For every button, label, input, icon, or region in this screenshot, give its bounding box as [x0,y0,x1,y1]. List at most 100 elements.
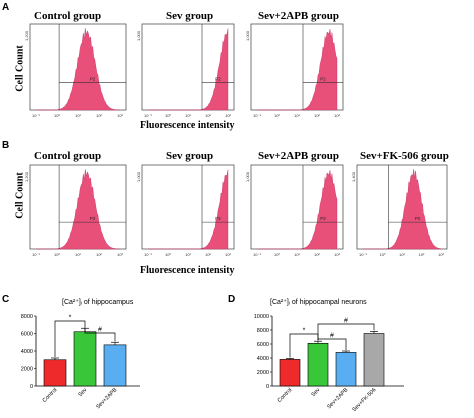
flow-b1-title: Control group [34,150,102,162]
chart-d-ytick-5: 10000 [254,314,269,320]
flow-b-histogram-0 [36,169,121,250]
bar-chart-d: 0 2000 4000 6000 8000 10000 Control Sev Sev+2APB… [254,314,404,413]
flow-a-histogram-2 [257,29,338,111]
flow-a-xtick-1-4: 10³ [225,113,231,118]
chart-d-ytick-2: 4000 [257,356,269,362]
flow-b-histogram-2 [257,170,338,250]
flow-b-xtick-3-4: 10³ [438,252,444,257]
chart-d-xtick-3: Sev+FK-506 [351,387,377,413]
flow-a1-title: Control group [34,10,102,22]
bar-chart-c: 0 2000 4000 6000 8000 Control Sev Sev+2APB * # [21,314,140,410]
panel-label-d: D [228,294,236,305]
flow-a-xtick-2-4: 10³ [334,113,340,118]
chart-c-ytick-2: 4000 [21,349,33,355]
flow-a-xtick-2-1: 10⁰ [274,113,280,118]
flow-b-xtick-0-0: 10⁻¹ [32,252,41,257]
flow-b-xtick-3-0: 10⁻¹ [359,252,368,257]
chart-d-xtick-2: Sev+2APB [326,387,349,410]
flow-b-xtick-3-1: 10⁰ [379,252,385,257]
flow-row-b-plots: 10⁻¹ 10⁰ 10¹ 10² 10³ 1,200 P2 10⁻¹ 10⁰ 10¹ 10² 10³ 1… [24,164,448,257]
flow-a-xtick-1-1: 10⁰ [165,113,171,118]
flow-a-ymax-2: 1,000 [245,30,250,41]
flow-b-ymax-1: 1,000 [136,171,141,182]
chart-c-bar-0 [43,359,67,387]
chart-d-ytick-4: 8000 [257,328,269,334]
flow-b-xtick-0-3: 10² [96,252,102,257]
flow-b-xtick-2-1: 10⁰ [274,252,280,257]
chart-d-sig-label-0: * [303,328,306,335]
chart-c-sig-label-0: * [69,315,72,322]
chart-c-bar-2 [103,344,127,387]
flow-b-xtick-2-3: 10² [314,252,320,257]
flow-b-histogram-1 [148,169,229,250]
flow-b-xlabel: Fluorescence intensity [140,265,235,276]
flow-b-xtick-2-4: 10³ [334,252,340,257]
chart-d-xtick-0: Control [277,387,294,404]
flow-a-xtick-0-2: 10¹ [75,113,81,118]
panel-label-c: C [2,294,10,305]
flow-row-a-plots: 10⁻¹ 10⁰ 10¹ 10² 10³ 1,200 P2 10⁻¹ 10⁰ 10¹ 10² 10³ 1… [24,23,344,118]
flow-a-xtick-2-2: 10¹ [294,113,300,118]
flow-b-ymax-2: 1,000 [245,171,250,182]
flow-a-xlabel: Fluorescence intensity [140,120,235,131]
chart-d-title: [Ca²⁺]ᵢ of hippocampal neurons [270,299,367,306]
flow-b2-title: Sev group [166,150,214,162]
chart-c-sig-bracket-1 [84,327,116,342]
flow-a-xtick-1-2: 10¹ [185,113,191,118]
chart-c-ytick-1: 2000 [21,366,33,372]
chart-d-ytick-0: 0 [266,384,269,390]
flow-a-xtick-1-3: 10² [205,113,211,118]
flow-b-xtick-1-1: 10⁰ [165,252,171,257]
chart-c-ytick-3: 6000 [21,331,33,337]
chart-d-sig-bracket-2 [317,323,375,341]
flow-b-xtick-1-0: 10⁻¹ [144,252,153,257]
flow-b-xtick-1-2: 10¹ [185,252,191,257]
flow-b-xtick-2-0: 10⁻¹ [253,252,262,257]
flow-a-gate-label-0: P2 [90,76,96,81]
flow-b-gate-label-3: P2 [415,216,421,221]
flow-a2-title: Sev group [166,10,214,22]
chart-d-sig-label-1: # [330,333,334,340]
flow-b-xtick-3-2: 10¹ [399,252,405,257]
flow-b-xtick-1-3: 10² [205,252,211,257]
flow-a-xtick-0-0: 10⁻¹ [32,113,41,118]
flow-a-histogram-0 [36,28,121,111]
flow-b4-title: Sev+FK-506 group [360,150,449,162]
flow-b-xtick-0-2: 10¹ [75,252,81,257]
flow-a-xtick-2-0: 10⁻¹ [253,113,262,118]
chart-c-xtick-2: Sev+2APB [95,387,118,410]
chart-d-ytick-1: 2000 [257,370,269,376]
flow-b-xtick-2-2: 10¹ [294,252,300,257]
flow-b-histogram-3 [363,169,442,250]
chart-c-ytick-0: 0 [30,384,33,390]
chart-c-sig-label-1: # [98,327,102,334]
chart-d-bar-1 [307,342,329,387]
panel-label-b: B [2,140,10,151]
chart-c-xtick-1: Sev [77,387,88,398]
flow-a-ymax-1: 1,000 [136,30,141,41]
flow-b-ymax-3: 1,400 [351,171,356,182]
chart-d-bar-0 [279,359,301,387]
chart-c-bar-1 [73,331,97,387]
flow-a-xtick-0-3: 10² [96,113,102,118]
chart-d-sig-label-2: # [344,318,348,325]
flow-a3-title: Sev+2APB group [258,10,339,22]
chart-d-ytick-3: 6000 [257,342,269,348]
chart-c-ytick-4: 8000 [21,314,33,320]
chart-d-xtick-1: Sev [310,387,321,398]
flow-b3-title: Sev+2APB group [258,150,339,162]
flow-a-xtick-0-4: 10³ [117,113,123,118]
flow-b-gate-label-1: P2 [215,216,221,221]
flow-a-xtick-1-0: 10⁻¹ [144,113,153,118]
flow-b-xtick-0-1: 10⁰ [54,252,60,257]
flow-a-gate-label-2: P2 [320,76,326,81]
flow-b-ymax-0: 1,200 [24,171,29,182]
flow-b-xtick-0-4: 10³ [117,252,123,257]
flow-b-gate-label-0: P2 [90,216,96,221]
panel-label-a: A [2,2,10,13]
flow-b-xtick-3-3: 10² [419,252,425,257]
flow-b-gate-label-2: P2 [320,216,326,221]
chart-c-xtick-0: Control [42,387,59,404]
flow-a-gate-label-1: P2 [215,76,221,81]
